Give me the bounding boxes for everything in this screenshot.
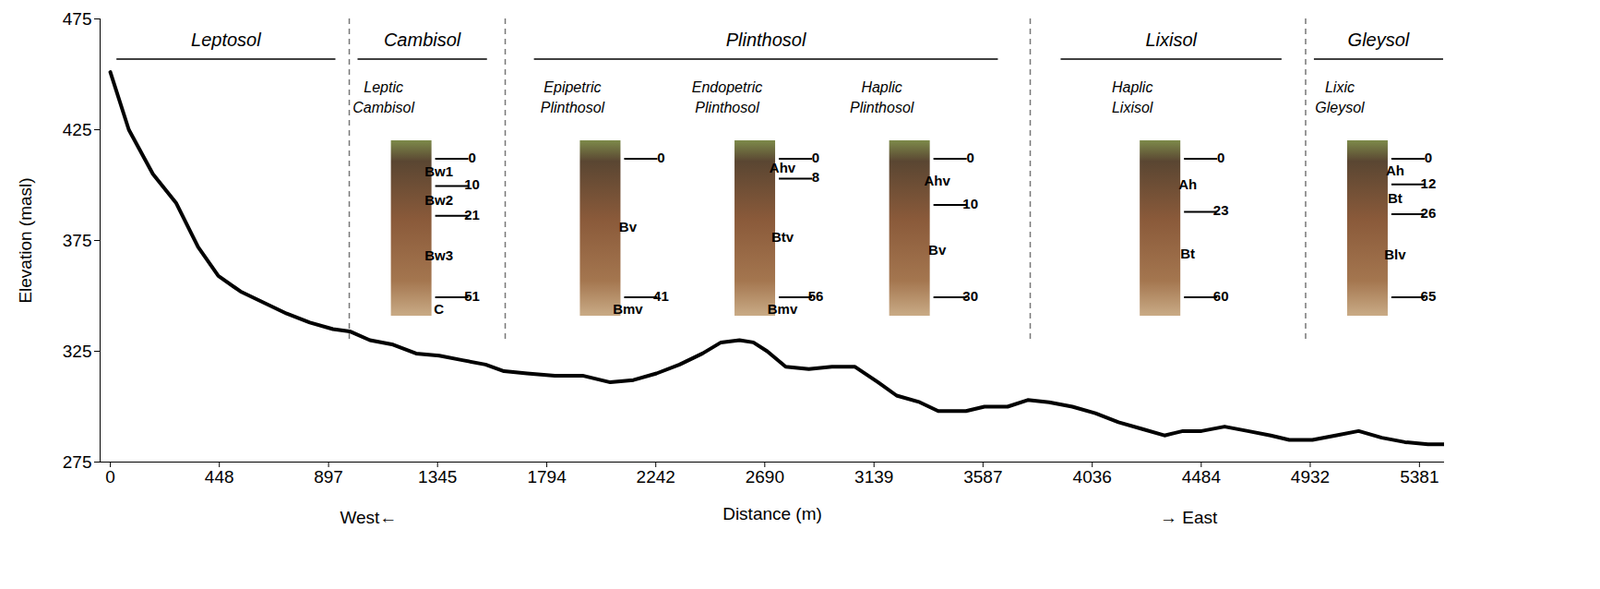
svg-text:Plinthosol: Plinthosol [849,99,915,116]
svg-text:2690: 2690 [745,466,785,487]
svg-text:Cambisol: Cambisol [352,99,415,116]
svg-text:Bv: Bv [928,241,947,258]
svg-text:Epipetric: Epipetric [543,79,601,96]
svg-text:1794: 1794 [526,466,567,487]
svg-text:Lixic: Lixic [1325,79,1355,96]
svg-text:5381: 5381 [1399,466,1439,487]
svg-text:65: 65 [1420,287,1437,304]
svg-text:897: 897 [313,466,344,487]
svg-text:1345: 1345 [417,466,457,487]
svg-text:275: 275 [62,452,93,472]
svg-text:56: 56 [808,287,824,304]
svg-text:12: 12 [1420,175,1437,192]
svg-text:0: 0 [966,149,974,166]
svg-text:Bw1: Bw1 [424,163,454,180]
svg-text:448: 448 [204,466,235,487]
svg-text:Plinthosol: Plinthosol [726,29,807,50]
svg-text:Bt: Bt [1180,245,1195,262]
svg-text:60: 60 [1213,287,1230,304]
svg-text:0: 0 [656,149,665,166]
svg-text:0: 0 [1217,149,1225,166]
svg-text:23: 23 [1213,202,1230,218]
svg-text:Ah: Ah [1178,176,1197,192]
svg-text:Haplic: Haplic [1111,79,1153,96]
svg-text:0: 0 [1424,149,1433,166]
svg-text:475: 475 [62,9,93,29]
svg-text:3587: 3587 [963,466,1003,487]
svg-text:4036: 4036 [1073,466,1112,487]
svg-text:Bt: Bt [1387,190,1403,206]
svg-text:Lixisol: Lixisol [1111,99,1154,116]
svg-text:21: 21 [464,206,480,223]
svg-text:West←: West← [339,507,397,527]
svg-text:0: 0 [105,466,116,487]
svg-text:Bmv: Bmv [612,300,644,317]
svg-text:Ah: Ah [1385,162,1405,179]
svg-text:8: 8 [811,168,820,185]
svg-text:Cambisol: Cambisol [383,29,462,50]
svg-text:Haplic: Haplic [860,79,902,96]
svg-text:→ East: → East [1159,507,1218,527]
svg-text:C: C [433,300,444,317]
svg-text:2242: 2242 [636,466,676,487]
svg-text:Plinthosol: Plinthosol [694,99,760,116]
svg-text:Distance (m): Distance (m) [722,503,823,524]
svg-text:Blv: Blv [1384,246,1407,263]
svg-text:0: 0 [467,149,476,166]
svg-text:Elevation (masl): Elevation (masl) [15,177,36,303]
svg-text:Plinthosol: Plinthosol [540,99,606,116]
svg-text:Gleysol: Gleysol [1348,29,1410,50]
svg-text:Bw3: Bw3 [424,247,454,263]
svg-text:Ahv: Ahv [769,159,797,176]
svg-text:4484: 4484 [1182,466,1222,487]
svg-text:0: 0 [811,149,820,166]
svg-text:Ahv: Ahv [923,172,951,189]
svg-text:10: 10 [962,195,979,212]
svg-text:325: 325 [62,341,93,361]
svg-text:Endopetric: Endopetric [692,79,764,96]
svg-text:Leptosol: Leptosol [191,29,262,50]
svg-text:Leptic: Leptic [363,79,404,96]
svg-text:41: 41 [653,287,669,304]
svg-text:Bw2: Bw2 [424,191,454,208]
svg-text:Btv: Btv [771,228,795,245]
svg-text:3139: 3139 [854,466,894,487]
svg-text:10: 10 [464,176,480,192]
svg-text:Lixisol: Lixisol [1145,29,1197,50]
svg-text:Bmv: Bmv [767,300,799,317]
svg-text:Gleysol: Gleysol [1314,99,1365,116]
svg-text:26: 26 [1420,204,1437,221]
svg-text:4932: 4932 [1290,466,1330,487]
svg-text:425: 425 [62,119,93,140]
svg-text:30: 30 [962,287,979,304]
svg-text:Bv: Bv [619,218,638,235]
svg-text:375: 375 [62,230,93,251]
svg-text:51: 51 [464,287,480,304]
